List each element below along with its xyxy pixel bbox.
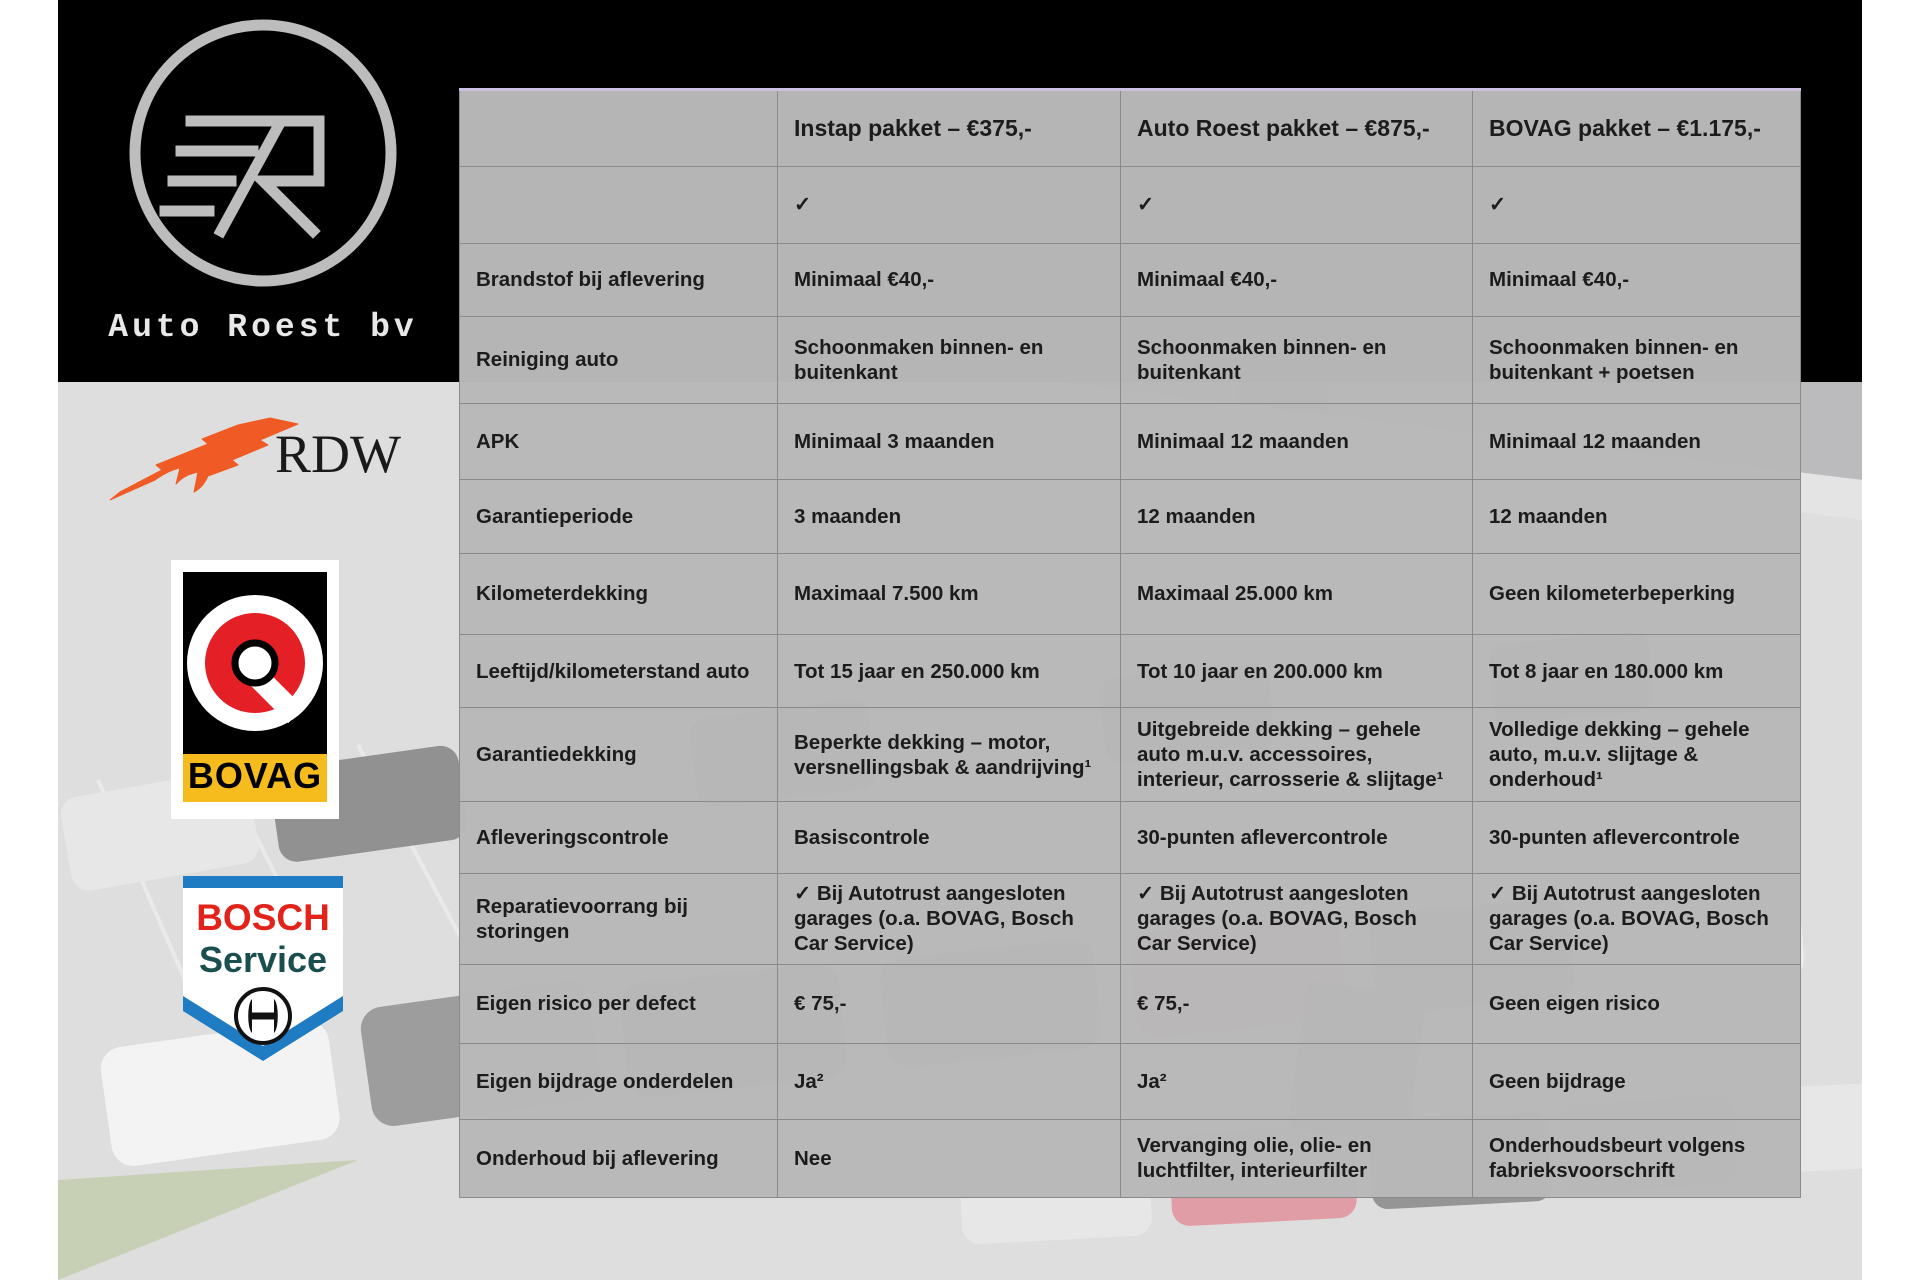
svg-text:RDW: RDW [275, 424, 401, 484]
svg-text:Service: Service [199, 939, 327, 980]
svg-text:BOSCH: BOSCH [196, 897, 330, 938]
